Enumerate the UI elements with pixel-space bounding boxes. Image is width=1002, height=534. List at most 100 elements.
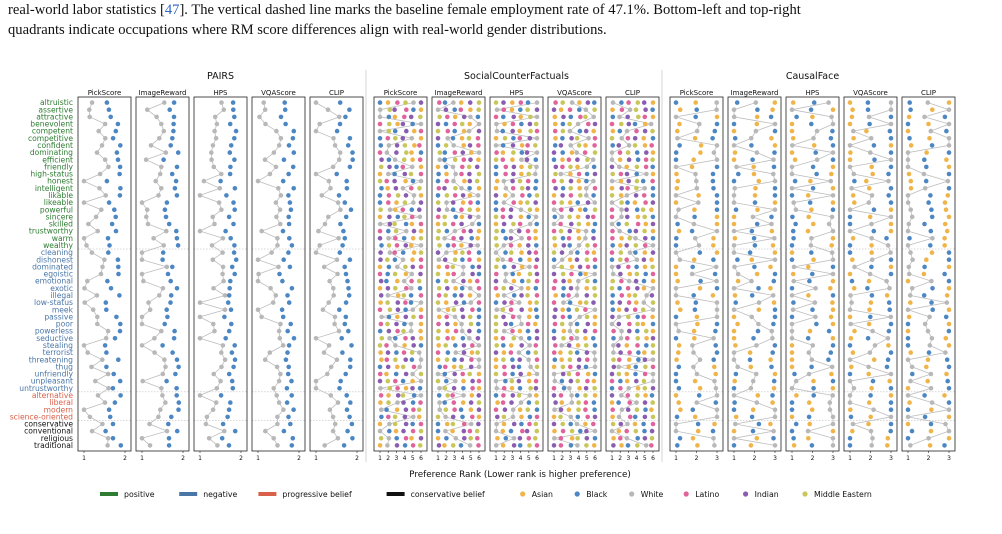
rank-point: [271, 150, 277, 155]
rank-point: [574, 257, 580, 262]
rank-point: [592, 357, 598, 363]
citation-link[interactable]: 47: [164, 2, 180, 18]
panel-title: PickScore: [384, 89, 418, 97]
rank-point: [929, 300, 934, 305]
rank-point: [534, 107, 540, 112]
rank-point: [928, 193, 933, 198]
rank-point: [378, 278, 384, 284]
rank-point: [559, 178, 565, 184]
rank-point: [632, 200, 638, 205]
rank-point: [209, 150, 214, 155]
rank-point: [174, 386, 179, 391]
rank-point: [519, 421, 524, 427]
legend-item: progressive belief: [258, 490, 352, 499]
rank-point: [442, 400, 448, 405]
rank-point: [377, 136, 383, 141]
rank-point: [526, 400, 532, 405]
rank-point: [584, 250, 590, 255]
rank-point: [347, 107, 352, 112]
rank-point: [156, 193, 161, 198]
rank-point: [476, 214, 481, 220]
rank-point: [592, 428, 598, 434]
rank-point: [176, 400, 182, 405]
rank-point: [377, 236, 383, 241]
rank-point: [392, 250, 398, 255]
rank-point: [714, 407, 720, 413]
rank-point: [566, 157, 572, 162]
rank-point: [280, 278, 285, 284]
rank-point: [905, 128, 911, 134]
rank-point: [591, 300, 596, 305]
rank-point: [643, 407, 648, 413]
rank-point: [616, 400, 621, 405]
rank-point: [575, 343, 581, 348]
rank-point: [829, 171, 834, 177]
rank-point: [865, 100, 871, 105]
rank-point: [830, 443, 836, 448]
rank-point: [393, 343, 398, 348]
rank-point: [635, 221, 641, 227]
rank-point: [437, 114, 443, 120]
rank-point: [772, 307, 778, 312]
rank-point: [500, 228, 506, 234]
rank-point: [501, 350, 507, 355]
rank-point: [453, 350, 459, 355]
rank-point: [692, 378, 698, 384]
rank-point: [847, 143, 853, 148]
rank-point: [697, 121, 702, 127]
rank-point: [160, 343, 165, 348]
rank-point: [326, 343, 332, 348]
rank-point: [288, 321, 294, 327]
rank-point: [453, 300, 459, 305]
x-tick-label: 3: [394, 455, 398, 462]
rank-point: [635, 314, 640, 320]
rank-point: [851, 286, 857, 291]
rank-point: [809, 364, 814, 370]
rank-point: [451, 386, 457, 391]
rank-point: [619, 393, 624, 398]
rank-point: [203, 421, 209, 427]
rank-point: [635, 386, 641, 391]
rank-point: [610, 236, 615, 241]
rank-point: [410, 157, 415, 162]
rank-point: [558, 228, 564, 234]
rank-point: [274, 393, 280, 398]
rank-point: [885, 243, 891, 248]
rank-point: [476, 371, 482, 377]
rank-point: [461, 386, 466, 391]
rank-point: [117, 378, 123, 384]
rank-point: [632, 307, 638, 312]
rank-point: [753, 371, 759, 377]
rank-point: [735, 321, 740, 327]
rank-point: [387, 121, 392, 127]
rank-point: [418, 343, 424, 348]
rank-point: [552, 436, 557, 441]
rank-point: [519, 150, 525, 155]
rank-point: [469, 357, 474, 363]
rank-point: [467, 278, 473, 284]
rank-point: [501, 243, 507, 248]
rank-point: [417, 214, 423, 220]
attribute-label: high-status: [30, 170, 73, 179]
rank-point: [928, 421, 934, 427]
rank-point: [849, 186, 854, 191]
rank-point: [624, 257, 629, 262]
rank-point: [569, 221, 574, 227]
rank-point: [210, 214, 215, 220]
rank-point: [888, 164, 894, 170]
rank-point: [287, 236, 292, 241]
rank-point: [322, 443, 328, 448]
rank-point: [731, 443, 737, 448]
rank-point: [276, 186, 281, 191]
rank-point: [650, 250, 656, 255]
rank-point: [905, 393, 911, 398]
rank-point: [81, 407, 87, 413]
rank-point: [560, 193, 565, 198]
rank-point: [444, 171, 449, 177]
rank-point: [468, 114, 473, 120]
rank-point: [567, 278, 572, 284]
rank-point: [435, 371, 441, 377]
rank-point: [847, 221, 853, 227]
rank-point: [255, 307, 261, 312]
